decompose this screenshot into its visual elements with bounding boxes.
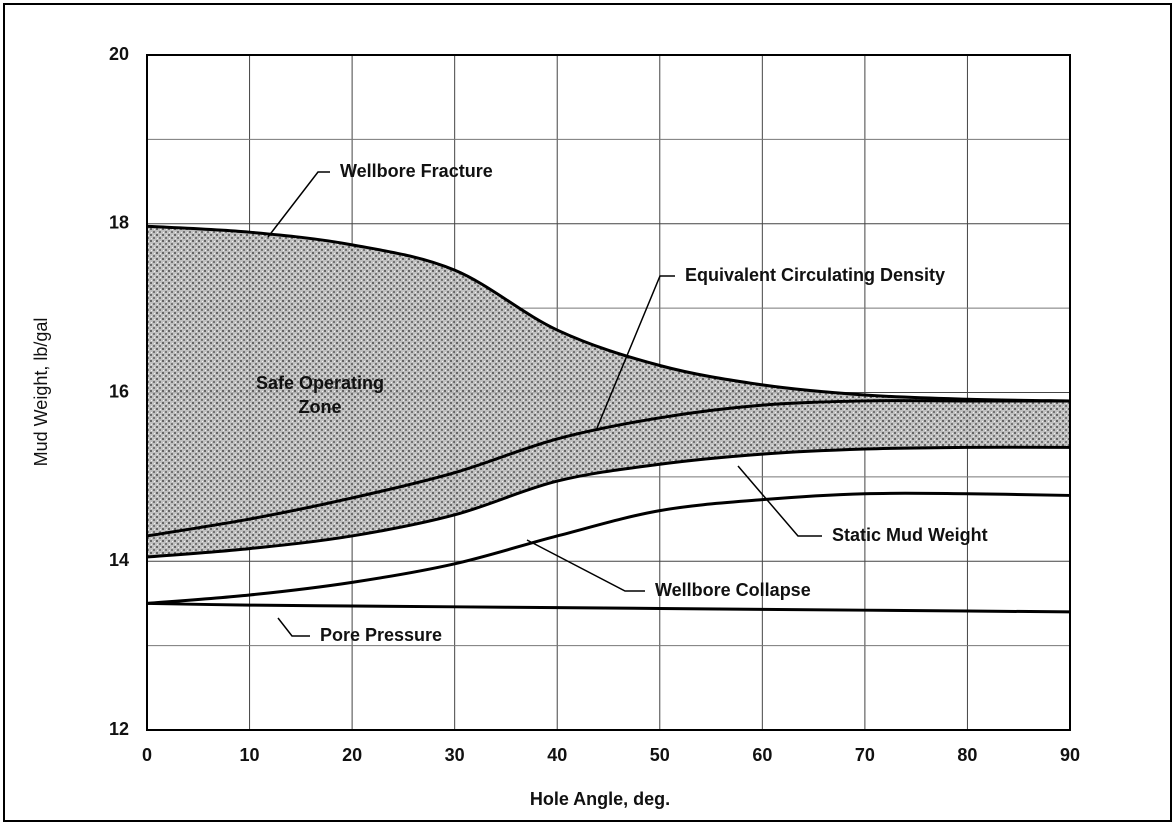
y-tick-label: 12 bbox=[109, 719, 129, 739]
line bbox=[146, 399, 1070, 538]
zone-label: Safe Operating bbox=[256, 373, 384, 393]
leader-line bbox=[526, 539, 645, 592]
x-tick-label: 70 bbox=[855, 745, 875, 765]
x-tick-label: 30 bbox=[445, 745, 465, 765]
leader-line bbox=[267, 171, 330, 238]
y-tick-label: 18 bbox=[109, 213, 129, 233]
line bbox=[146, 445, 1071, 559]
line bbox=[146, 601, 1071, 614]
leader-line bbox=[596, 275, 675, 429]
annotation: Wellbore Collapse bbox=[655, 580, 811, 600]
x-tick-label: 0 bbox=[142, 745, 152, 765]
annotation: Wellbore Fracture bbox=[340, 161, 493, 181]
line bbox=[146, 224, 1071, 403]
x-tick-label: 90 bbox=[1060, 745, 1080, 765]
annotation: Static Mud Weight bbox=[832, 525, 988, 545]
x-tick-label: 50 bbox=[650, 745, 670, 765]
frame bbox=[3, 3, 1172, 822]
x-tick-label: 80 bbox=[957, 745, 977, 765]
y-tick-label: 14 bbox=[109, 550, 129, 570]
line bbox=[146, 491, 1071, 605]
y-tick-label: 20 bbox=[109, 44, 129, 64]
y-tick-label: 16 bbox=[109, 381, 129, 401]
x-tick-label: 60 bbox=[752, 745, 772, 765]
leader-line bbox=[277, 617, 310, 637]
safe-zone bbox=[147, 226, 1070, 558]
x-tick-label: 10 bbox=[240, 745, 260, 765]
annotation: Equivalent Circulating Density bbox=[685, 265, 945, 285]
leader-line bbox=[737, 465, 822, 537]
x-tick-label: 20 bbox=[342, 745, 362, 765]
x-axis-label: Hole Angle, deg. bbox=[530, 789, 670, 809]
plot-border bbox=[146, 54, 1071, 731]
x-tick-label: 40 bbox=[547, 745, 567, 765]
zone-label: Zone bbox=[299, 397, 342, 417]
annotation: Pore Pressure bbox=[320, 625, 442, 645]
y-axis-label: Mud Weight, lb/gal bbox=[31, 318, 51, 467]
